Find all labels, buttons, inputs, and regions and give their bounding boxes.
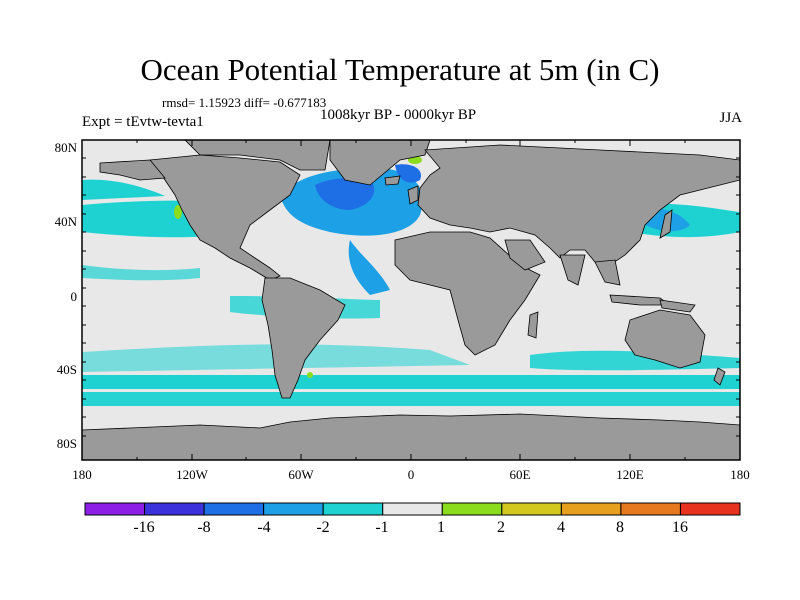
colorbar-swatch-2 (203, 502, 265, 516)
colorbar-label-neg2: -2 (316, 519, 330, 536)
lon-label-180w: 180 (72, 467, 92, 482)
lon-label-60e: 60E (509, 467, 531, 482)
colorbar-swatch-3 (263, 502, 324, 516)
lat-label-80s: 80S (56, 436, 77, 451)
lon-label-120e: 120E (616, 467, 644, 482)
colorbar-label-neg16: -16 (133, 519, 155, 536)
lon-label-60w: 60W (288, 467, 314, 482)
colorbar-swatch-4 (322, 502, 384, 516)
tropical-pacific-streak (82, 265, 200, 281)
colorbar-swatch-6 (441, 502, 503, 516)
southeast-asia (594, 259, 621, 286)
japan (659, 209, 673, 239)
statistics-text: rmsd= 1.15923 diff= -0.677183 (162, 95, 327, 110)
warm-spot-patagonia (307, 372, 313, 378)
colorbar-swatch-0 (84, 502, 146, 516)
colorbar-swatch-7 (501, 502, 562, 516)
east-pacific-tongue (82, 179, 165, 200)
iceland (384, 175, 401, 186)
indonesia (609, 294, 672, 306)
colorbar-label-1: 1 (437, 519, 445, 536)
north-america (149, 154, 301, 281)
lon-label-180e: 180 (730, 467, 750, 482)
lat-label-40n: 40N (54, 214, 77, 229)
australia (624, 309, 706, 369)
colorbar-label-16: 16 (672, 519, 688, 536)
south-america (261, 277, 346, 399)
colorbar-label-neg8: -8 (197, 519, 211, 536)
antarctica (82, 413, 740, 460)
lon-label-0: 0 (407, 467, 415, 482)
colorbar-swatch-10 (679, 502, 741, 516)
colorbar-label-4: 4 (557, 519, 565, 536)
season-label: JJA (719, 110, 742, 126)
lat-label-80n: 80N (54, 140, 77, 155)
arabia (504, 239, 546, 271)
lat-label-0: 0 (70, 289, 78, 304)
new-zealand (713, 367, 726, 386)
north-atlantic-core (315, 164, 421, 210)
southern-ocean-band (82, 375, 740, 389)
warm-spot-nw-pacific (174, 205, 182, 219)
colorbar-swatch-1 (144, 502, 205, 516)
africa (394, 231, 541, 356)
southern-ocean-band-2 (82, 392, 740, 406)
alaska (99, 159, 166, 181)
colorbar-swatch-8 (560, 502, 622, 516)
lon-label-120w: 120W (176, 467, 208, 482)
land-masses (82, 140, 740, 460)
eurasia (417, 144, 740, 266)
lat-label-40s: 40S (56, 362, 77, 377)
madagascar (527, 311, 539, 339)
uk (407, 185, 419, 205)
arctic-canada (184, 140, 331, 171)
colorbar-swatch-5 (382, 502, 443, 516)
colorbar-label-8: 8 (616, 519, 624, 536)
colorbar-label-2: 2 (497, 519, 505, 536)
colorbar-label-neg4: -4 (257, 519, 271, 536)
greenland (329, 140, 431, 186)
new-guinea (659, 299, 696, 313)
experiment-label: Expt = tEvtw-tevta1 (82, 114, 204, 130)
map-subtitle: 1008kyr BP - 0000kyr BP (320, 107, 477, 123)
colorbar-swatch-9 (620, 502, 681, 516)
india (559, 254, 586, 286)
map-title: Ocean Potential Temperature at 5m (in C) (140, 52, 660, 87)
colorbar-label-neg1: -1 (375, 519, 389, 536)
